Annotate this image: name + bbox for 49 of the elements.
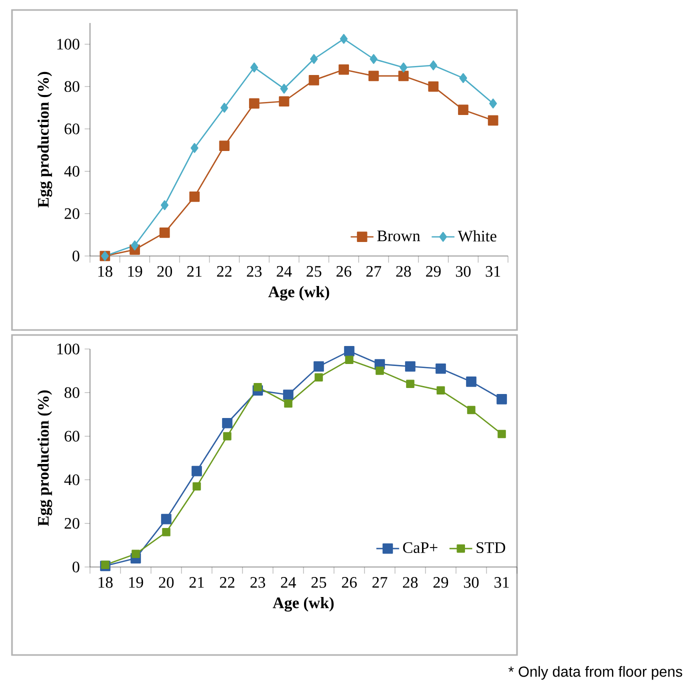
x-tick-label: 25	[306, 266, 322, 277]
y-axis-title: Egg production (%)	[38, 72, 52, 208]
x-tick-label: 23	[246, 266, 262, 277]
y-tick-label: 0	[72, 562, 80, 572]
legend-label: CaP+	[403, 542, 438, 554]
x-tick-label: 26	[342, 577, 357, 588]
x-tick-label: 30	[464, 577, 479, 588]
x-tick-label: 23	[250, 577, 266, 588]
x-tick-label: 20	[158, 577, 174, 588]
x-tick-label: 18	[98, 577, 113, 588]
y-axis-title: Egg production (%)	[38, 390, 52, 526]
y-tick-label: 100	[57, 344, 80, 354]
x-axis-title: Age (wk)	[268, 286, 330, 301]
x-tick-label: 28	[402, 577, 418, 588]
y-tick-label: 40	[64, 166, 80, 177]
x-axis-title: Age (wk)	[272, 596, 334, 612]
x-tick-label: 24	[280, 577, 296, 588]
x-tick-label: 25	[311, 577, 326, 588]
x-tick-label: 31	[486, 266, 500, 277]
y-tick-label: 20	[64, 518, 80, 529]
x-tick-label: 19	[128, 266, 142, 277]
text: * Only data from floor pens	[508, 666, 682, 680]
x-tick-label: 31	[494, 577, 509, 588]
y-tick-label: 60	[64, 124, 80, 134]
y-tick-label: 80	[64, 81, 80, 92]
x-tick-label: 26	[336, 266, 352, 277]
x-tick-label: 29	[426, 266, 441, 277]
x-tick-label: 18	[98, 266, 112, 277]
x-tick-label: 22	[217, 266, 232, 277]
y-tick-label: 40	[64, 474, 80, 486]
x-tick-label: 21	[189, 577, 204, 588]
x-tick-label: 21	[187, 266, 202, 277]
y-tick-label: 80	[64, 387, 80, 398]
x-tick-label: 27	[372, 577, 388, 588]
y-tick-label: 100	[57, 38, 80, 50]
x-tick-label: 22	[220, 577, 234, 588]
x-tick-label: 27	[366, 266, 382, 277]
x-tick-label: 29	[433, 577, 448, 588]
x-tick-label: 24	[276, 266, 292, 277]
legend-label: White	[458, 230, 496, 242]
x-tick-label: 20	[157, 266, 172, 277]
y-tick-label: 20	[64, 208, 80, 220]
x-tick-label: 19	[129, 577, 144, 588]
x-tick-label: 30	[456, 266, 471, 277]
x-tick-label: 28	[396, 266, 411, 277]
y-tick-label: 60	[64, 430, 80, 442]
legend-label: STD	[476, 542, 506, 554]
y-tick-label: 0	[72, 250, 80, 262]
legend-label: Brown	[377, 230, 420, 242]
